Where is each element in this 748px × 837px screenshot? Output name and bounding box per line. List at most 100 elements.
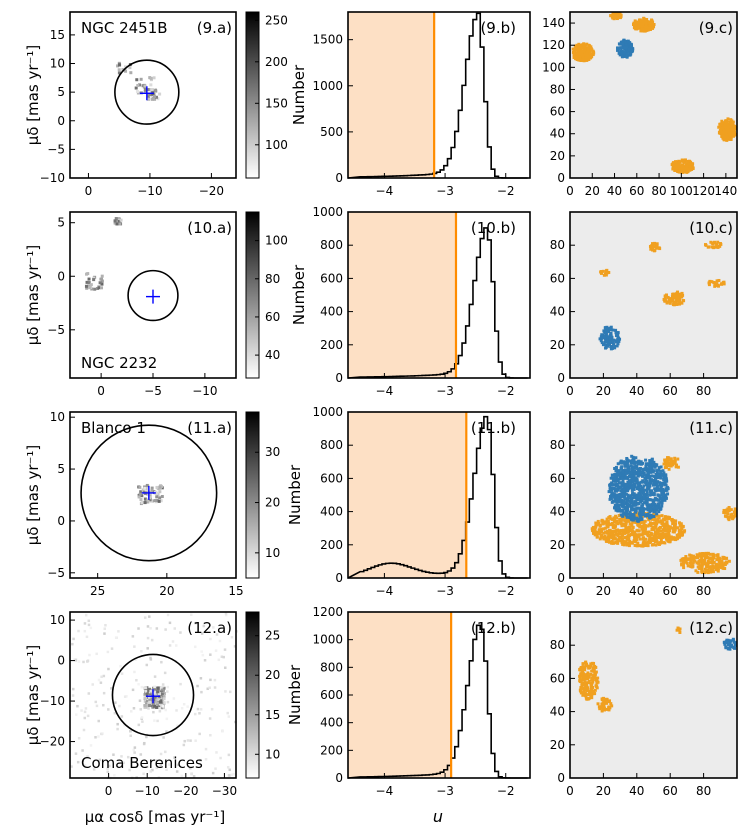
field-pixel: [643, 25, 647, 29]
cluster-pixel: [620, 483, 624, 487]
cluster-pixel: [642, 507, 646, 511]
field-pixel: [613, 524, 617, 528]
panel-11.b-ytick-label: 1000: [312, 405, 343, 419]
field-pixel: [596, 519, 600, 523]
cluster-pixel: [628, 474, 632, 478]
field-pixel: [676, 526, 680, 530]
selection-circle: [127, 269, 179, 322]
field-pixel: [603, 699, 607, 703]
heatmap-pixel: [158, 92, 162, 96]
field-pixel: [670, 297, 674, 301]
heatmap-pixel: [143, 486, 147, 490]
heatmap-pixel: [160, 660, 163, 664]
field-pixel: [695, 553, 699, 557]
field-pixel: [608, 522, 612, 526]
heatmap-pixel: [155, 495, 159, 499]
histogram-line: [347, 415, 528, 579]
cluster-pixel: [639, 460, 643, 464]
cluster-pixel: [663, 481, 667, 485]
field-pixel: [610, 541, 614, 545]
heatmap-pixel: [83, 763, 87, 767]
field-pixel: [607, 708, 611, 712]
field-pixel: [608, 699, 612, 703]
cluster-pixel: [623, 464, 627, 468]
panel-label-11.a: (11.a): [187, 419, 232, 437]
cluster-pixel: [629, 471, 633, 475]
cluster-pixel: [624, 492, 628, 496]
heatmap-pixel: [166, 613, 170, 617]
panel-11.b-frame: [347, 411, 531, 579]
field-pixel: [652, 512, 656, 516]
heatmap-pixel: [86, 755, 89, 758]
field-pixel: [622, 528, 626, 532]
cluster-pixel: [644, 507, 648, 511]
cluster-pixel: [640, 510, 644, 514]
field-pixel: [678, 292, 682, 296]
field-pixel: [671, 303, 675, 307]
cluster-pixel: [664, 473, 668, 477]
field-pixel: [600, 702, 604, 706]
field-pixel: [728, 125, 732, 129]
panel-10.c-ytick-label: 0: [557, 371, 565, 385]
heatmap-pixel: [87, 619, 91, 623]
heatmap-pixel: [138, 83, 142, 87]
panel-label-11.c: (11.c): [689, 419, 733, 437]
cluster-pixel: [724, 640, 728, 644]
map-background: [570, 12, 737, 178]
heatmap-pixel: [88, 286, 92, 290]
cluster-pixel: [625, 43, 629, 47]
heatmap-pixel: [139, 498, 143, 502]
heatmap-pixel: [74, 659, 78, 662]
cluster-pixel: [633, 469, 637, 473]
field-pixel: [726, 136, 730, 140]
panel-9.a-ytick-label: 0: [57, 114, 65, 128]
field-pixel: [662, 525, 666, 529]
panel-10.a-xtick-label: −5: [144, 384, 162, 398]
field-pixel: [575, 48, 579, 52]
cluster-pixel: [620, 461, 624, 465]
colorbar-tick-label: 100: [265, 234, 288, 248]
field-pixel: [638, 525, 642, 529]
heatmap-pixel: [159, 706, 163, 710]
field-pixel: [627, 537, 631, 541]
heatmap-pixel: [152, 702, 156, 706]
panel-label-10.c: (10.c): [689, 219, 733, 237]
field-pixel: [652, 245, 656, 249]
panel-12.c-ytick-label: 60: [550, 671, 565, 685]
cluster-pixel: [651, 500, 655, 504]
field-pixel: [679, 522, 683, 526]
field-pixel: [731, 517, 735, 521]
cluster-pixel: [631, 485, 635, 489]
heatmap-pixel: [147, 707, 150, 710]
cluster-pixel: [628, 459, 632, 463]
cluster-pixel: [610, 473, 614, 477]
field-pixel: [602, 531, 606, 535]
cluster-pixel: [651, 470, 655, 474]
field-pixel: [656, 517, 660, 521]
heatmap-pixel: [119, 218, 123, 222]
cluster-pixel: [607, 490, 611, 494]
col-b-ylabel-row1: Number: [290, 64, 308, 125]
cluster-pixel: [610, 493, 614, 497]
field-pixel: [676, 290, 680, 294]
field-pixel: [578, 52, 582, 56]
colorbar: [245, 411, 260, 579]
field-pixel: [618, 530, 622, 534]
cluster-pixel: [652, 481, 656, 485]
field-pixel: [723, 511, 727, 515]
field-pixel: [650, 527, 654, 531]
panel-12.a-ytick-label: −20: [40, 735, 65, 749]
field-pixel: [722, 121, 726, 125]
cluster-pixel: [618, 481, 622, 485]
heatmap-pixel: [142, 772, 145, 776]
field-pixel: [580, 678, 584, 682]
field-pixel: [586, 55, 590, 59]
cluster-pixel: [734, 643, 737, 647]
field-pixel: [627, 519, 631, 523]
field-pixel: [581, 56, 585, 60]
field-pixel: [592, 530, 596, 534]
selection-circle: [111, 653, 195, 737]
field-pixel: [614, 14, 618, 18]
field-pixel: [671, 530, 675, 534]
heatmap-pixel: [143, 616, 147, 619]
